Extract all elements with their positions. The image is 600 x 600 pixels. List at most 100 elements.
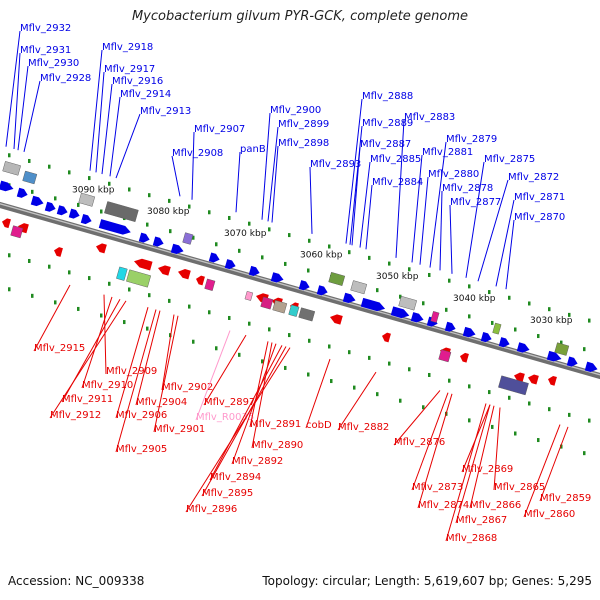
gene-label-top: Mflv_2928	[40, 73, 91, 84]
gene-label-bottom: Mflv_2905	[116, 444, 167, 455]
tick-mark	[238, 248, 241, 253]
gene-label-bottom: Mflv_2895	[202, 488, 253, 499]
forward-gene	[248, 265, 260, 276]
tick-mark	[228, 315, 231, 320]
tick-mark	[583, 347, 586, 352]
label-connector	[251, 342, 273, 449]
tick-mark	[514, 327, 517, 332]
label-connector	[191, 131, 195, 200]
tick-mark	[188, 204, 191, 209]
tick-mark	[330, 379, 333, 384]
label-connector	[271, 145, 279, 223]
label-connector	[115, 307, 149, 419]
gene-label-bottom: Mflv_2865	[494, 482, 545, 493]
map-title: Mycobacterium gilvum PYR-GCK, complete g…	[131, 9, 469, 24]
gene-label-bottom: Mflv_2892	[232, 456, 283, 467]
gene-label-top: Mflv_2879	[446, 134, 497, 145]
tick-mark	[548, 307, 551, 312]
feature-block	[298, 307, 316, 322]
reverse-gene	[178, 269, 191, 280]
feature-block	[554, 342, 570, 356]
tick-mark	[307, 268, 310, 273]
label-connector	[439, 190, 443, 271]
scale-label: 3090 kbp	[72, 186, 115, 196]
gene-label-bottom: Mflv_2867	[456, 515, 507, 526]
backbone-highlight	[0, 203, 600, 376]
gene-label-top: Mflv_2913	[140, 106, 191, 117]
label-connector	[95, 71, 105, 173]
tick-mark	[146, 222, 149, 227]
tick-mark	[28, 258, 31, 263]
label-connector	[81, 296, 113, 389]
label-connector	[115, 113, 141, 179]
forward-gene	[80, 214, 92, 225]
gene-label-top: Mflv_2887	[360, 139, 411, 150]
gene-label-bottom: Mflv_2873	[412, 482, 463, 493]
tick-mark	[491, 424, 494, 429]
gene-label-top: Mflv_2914	[120, 89, 171, 100]
gene-label-bottom: Mflv_2866	[470, 500, 521, 511]
label-connector	[411, 154, 423, 263]
gene-label-top: Mflv_2932	[20, 23, 71, 34]
gene-label-bottom: Mflv_2897	[204, 397, 255, 408]
tick-mark	[508, 395, 511, 400]
tick-mark	[376, 392, 379, 397]
label-connector	[103, 294, 107, 375]
feature-block	[492, 322, 502, 335]
tick-mark	[168, 298, 171, 303]
gene-label-top: Mflv_2898	[278, 138, 329, 149]
gene-label-top: Mflv_2931	[20, 45, 71, 56]
gene-label-bottom: Mflv_2868	[446, 533, 497, 544]
reverse-gene	[134, 258, 153, 271]
gene-label-bottom: Mflv_R0035	[196, 412, 254, 423]
tick-mark	[468, 284, 471, 289]
feature-block	[10, 225, 24, 239]
gene-label-top: Mflv_2908	[172, 148, 223, 159]
forward-gene	[516, 342, 530, 353]
scale-label: 3050 kbp	[376, 272, 419, 282]
tick-mark	[268, 327, 271, 332]
label-connector	[249, 341, 269, 428]
tick-mark	[77, 306, 80, 311]
tick-mark	[528, 301, 531, 306]
tick-mark	[583, 451, 586, 456]
tick-mark	[128, 287, 131, 292]
reverse-gene	[96, 243, 107, 254]
label-connector	[49, 300, 127, 419]
forward-gene	[0, 180, 14, 192]
tick-mark	[123, 320, 126, 325]
gene-label-bottom: Mflv_2910	[82, 380, 133, 391]
forward-gene	[342, 292, 356, 304]
label-connector	[445, 403, 487, 542]
forward-gene	[498, 337, 510, 348]
label-connector	[309, 166, 313, 234]
tick-mark	[548, 407, 551, 412]
forward-gene	[426, 316, 438, 327]
tick-mark	[348, 350, 351, 355]
gene-label-bottom: Mflv_2890	[252, 440, 303, 451]
tick-mark	[8, 287, 11, 292]
tick-mark	[488, 290, 491, 295]
forward-gene	[98, 219, 131, 235]
label-connector	[477, 179, 509, 282]
forward-gene	[56, 205, 68, 216]
tick-mark	[468, 384, 471, 389]
gene-label-bottom: cobD	[306, 420, 332, 431]
tick-mark	[348, 250, 351, 255]
label-connector	[185, 347, 291, 513]
tick-mark	[568, 312, 571, 317]
tick-mark	[428, 272, 431, 277]
label-connector	[349, 125, 363, 245]
gene-label-top: Mflv_2889	[362, 118, 413, 129]
feature-block	[430, 311, 440, 323]
label-connector	[393, 390, 441, 446]
label-connector	[523, 424, 561, 518]
label-connector	[115, 309, 157, 453]
gene-label-top: Mflv_2916	[112, 76, 163, 87]
forward-gene	[584, 361, 598, 372]
tick-mark	[148, 293, 151, 298]
tick-mark	[422, 405, 425, 410]
tick-mark	[108, 181, 111, 186]
feature-block	[398, 295, 418, 311]
